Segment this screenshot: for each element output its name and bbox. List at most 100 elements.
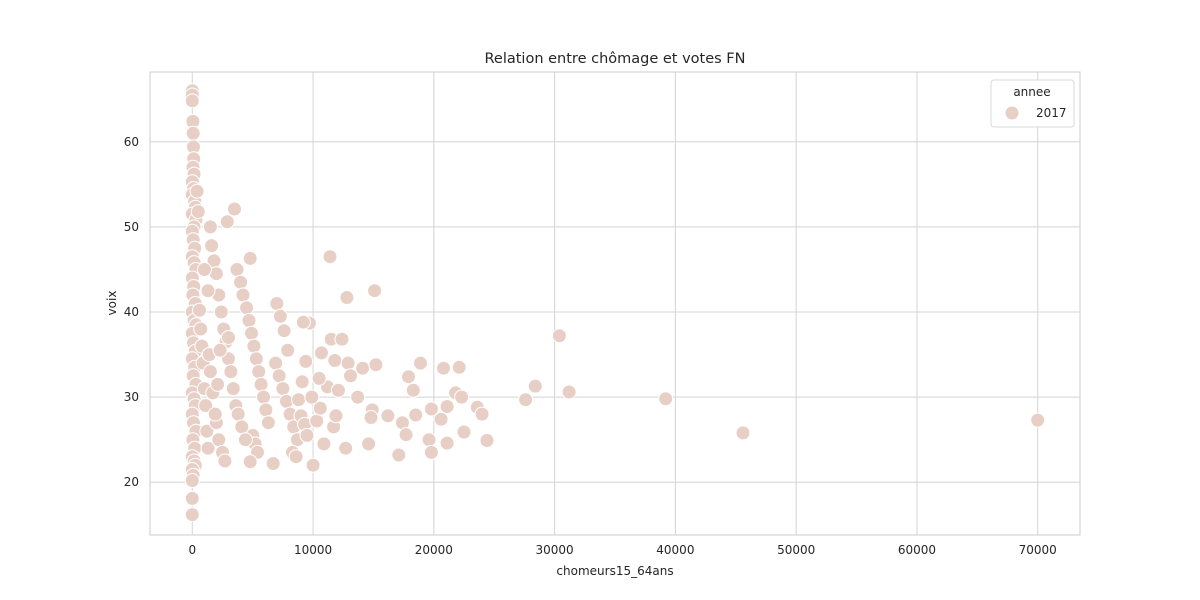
data-point (405, 382, 421, 398)
x-tick-label: 40000 (656, 543, 694, 557)
data-point (398, 427, 414, 443)
data-point (328, 408, 344, 424)
data-point (479, 433, 495, 448)
data-point (334, 331, 350, 347)
data-point (275, 381, 291, 397)
data-point (190, 204, 206, 220)
data-point (211, 432, 227, 448)
data-point (343, 368, 358, 384)
data-point (350, 389, 366, 405)
data-point (221, 330, 236, 345)
data-point (227, 201, 242, 217)
data-point (246, 338, 262, 354)
data-point (198, 398, 214, 414)
data-point (184, 490, 200, 506)
data-point (242, 454, 258, 470)
x-tick-labels: 0 10000 20000 30000 40000 50000 60000 70000 (188, 543, 1056, 557)
data-point (436, 360, 451, 376)
data-point (304, 389, 320, 405)
data-point (225, 381, 241, 397)
data-point (361, 436, 377, 452)
data-point (451, 359, 467, 375)
plot-background (150, 72, 1080, 535)
y-tick-label: 50 (124, 220, 139, 234)
chart-title: Relation entre chômage et votes FN (484, 51, 745, 67)
data-point (413, 355, 428, 371)
data-point (272, 308, 288, 324)
data-point (234, 419, 250, 435)
data-point (239, 300, 255, 316)
data-point (408, 407, 424, 423)
data-point (200, 283, 216, 299)
grid (150, 72, 1080, 535)
data-point (189, 183, 205, 199)
data-point (276, 323, 292, 339)
data-point (192, 302, 207, 318)
data-point (423, 444, 439, 460)
x-tick-label: 70000 (1019, 543, 1057, 557)
data-point (260, 415, 276, 431)
data-point (338, 440, 354, 456)
data-point (184, 507, 200, 523)
data-point (253, 376, 269, 392)
data-point (322, 249, 338, 265)
legend-label: 2017 (1036, 106, 1067, 120)
data-point (244, 325, 259, 341)
data-point (204, 238, 220, 254)
data-point (202, 219, 218, 235)
data-point (237, 432, 253, 448)
data-point (305, 457, 321, 473)
data-point (299, 427, 315, 443)
data-point (391, 447, 407, 463)
data-point (229, 262, 245, 277)
data-point (207, 406, 223, 422)
data-point (439, 399, 455, 414)
data-point (314, 345, 329, 361)
data-point (256, 389, 271, 405)
data-point (423, 401, 439, 417)
data-point (454, 389, 470, 405)
data-point (241, 313, 257, 328)
data-point (1030, 412, 1046, 428)
data-point (363, 410, 379, 425)
data-point (474, 406, 490, 422)
data-point (421, 432, 437, 448)
data-point (439, 435, 455, 451)
legend-marker (1004, 105, 1020, 121)
data-point (185, 125, 201, 141)
data-point (230, 406, 246, 422)
x-tick-label: 10000 (294, 543, 332, 557)
x-tick-label: 30000 (536, 543, 574, 557)
data-points (184, 83, 1046, 523)
x-tick-label: 20000 (415, 543, 453, 557)
data-point (199, 423, 215, 439)
data-point (312, 400, 328, 416)
data-point (309, 413, 325, 429)
data-point (433, 411, 449, 427)
data-point (184, 93, 200, 109)
data-point (184, 473, 200, 488)
data-point (561, 384, 577, 400)
data-point (551, 328, 567, 344)
data-point (258, 402, 274, 418)
y-tick-label: 40 (124, 305, 139, 319)
data-point (213, 304, 229, 320)
data-point (294, 374, 310, 390)
data-point (271, 368, 287, 384)
y-tick-label: 30 (124, 390, 139, 404)
x-tick-label: 60000 (898, 543, 936, 557)
data-point (327, 353, 343, 368)
x-tick-label: 0 (188, 543, 196, 557)
data-point (401, 369, 416, 385)
y-axis-label: voix (105, 291, 119, 316)
y-tick-labels: 20 30 40 50 60 (124, 135, 139, 489)
data-point (217, 453, 233, 469)
data-point (200, 440, 216, 456)
data-point (380, 408, 396, 424)
data-point (288, 449, 304, 465)
data-point (248, 351, 264, 367)
x-tick-label: 50000 (777, 543, 815, 557)
y-tick-label: 20 (124, 475, 139, 489)
data-point (196, 262, 212, 277)
